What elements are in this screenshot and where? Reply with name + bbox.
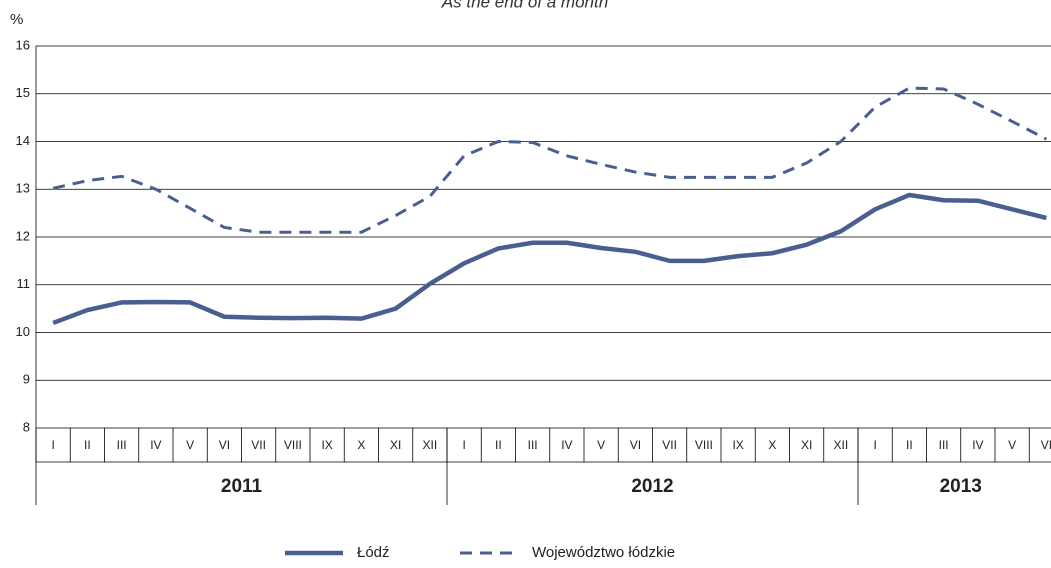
x-tick-label: II xyxy=(906,438,913,452)
x-tick-label: II xyxy=(495,438,502,452)
x-tick-label: III xyxy=(528,438,538,452)
x-tick-label: XI xyxy=(390,438,401,452)
x-tick-label: IV xyxy=(150,438,161,452)
x-tick-label: X xyxy=(357,438,365,452)
x-tick-label: VII xyxy=(662,438,677,452)
x-tick-label: XII xyxy=(423,438,438,452)
x-tick-label: V xyxy=(597,438,605,452)
x-tick-label: VIII xyxy=(695,438,713,452)
x-tick-label: X xyxy=(768,438,776,452)
x-tick-label: I xyxy=(51,438,54,452)
x-tick-label: V xyxy=(1008,438,1016,452)
x-tick-label: IV xyxy=(972,438,983,452)
x-tick-label: VII xyxy=(251,438,266,452)
y-tick-label: 8 xyxy=(23,419,30,434)
legend-label: Łódź xyxy=(357,544,390,561)
x-tick-label: XI xyxy=(801,438,812,452)
x-tick-label: VI xyxy=(630,438,641,452)
y-tick-label: 13 xyxy=(16,181,30,196)
y-tick-label: 9 xyxy=(23,372,30,387)
x-tick-label: II xyxy=(84,438,91,452)
x-tick-label: IX xyxy=(321,438,332,452)
x-tick-label: IX xyxy=(732,438,743,452)
x-tick-label: III xyxy=(117,438,127,452)
y-tick-label: 11 xyxy=(17,276,31,291)
y-tick-label: 15 xyxy=(16,85,30,100)
data-line xyxy=(52,192,1047,326)
data-line xyxy=(52,86,1048,234)
x-tick-label: I xyxy=(462,438,465,452)
year-label: 2011 xyxy=(221,476,263,497)
y-tick-label: 12 xyxy=(16,228,30,243)
year-label: 2012 xyxy=(631,476,673,497)
y-tick-label: 10 xyxy=(16,324,30,339)
x-tick-label: I xyxy=(873,438,876,452)
x-tick-label: XII xyxy=(834,438,849,452)
y-tick-label: 16 xyxy=(16,37,30,52)
chart-title: As the end of a month xyxy=(441,0,608,11)
y-axis-label: % xyxy=(10,11,23,28)
legend-label: Województwo łódzkie xyxy=(532,544,675,561)
x-tick-label: VI xyxy=(1041,438,1051,452)
x-tick-label: V xyxy=(186,438,194,452)
x-tick-label: VIII xyxy=(284,438,302,452)
x-tick-label: VI xyxy=(219,438,230,452)
year-label: 2013 xyxy=(940,476,982,497)
x-tick-label: IV xyxy=(561,438,572,452)
x-tick-label: III xyxy=(939,438,949,452)
y-tick-label: 14 xyxy=(16,133,30,148)
